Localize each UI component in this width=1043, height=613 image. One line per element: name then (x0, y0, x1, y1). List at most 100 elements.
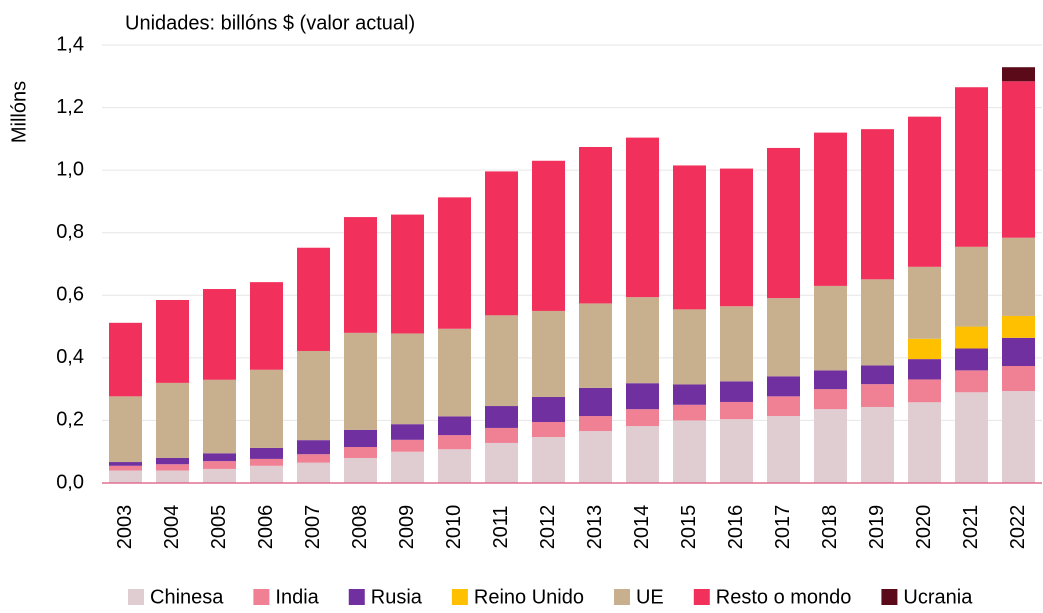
y-tick-label: 0,0 (56, 471, 84, 493)
bar-segment (250, 465, 283, 483)
legend-label: Rusia (371, 586, 423, 608)
bar-segment (203, 379, 236, 454)
bar-segment (579, 387, 612, 417)
bar-segment (767, 147, 800, 299)
bar-segment (720, 401, 753, 420)
bar-segment (438, 328, 471, 417)
bar-segment (908, 116, 941, 267)
bar-segment (438, 197, 471, 329)
bar-segment (438, 449, 471, 483)
bar-segment (579, 303, 612, 388)
bar-segment (955, 370, 988, 393)
legend-label: Resto o mondo (716, 586, 852, 608)
bar-segment (908, 379, 941, 403)
bar-segment (297, 350, 330, 441)
bar-segment (297, 247, 330, 351)
bar-segment (579, 146, 612, 304)
bar-segment (767, 416, 800, 483)
bar-segment (814, 389, 847, 410)
bar-segment (861, 406, 894, 483)
bar-segment (673, 404, 706, 421)
bar-segment (109, 470, 142, 483)
bar-segment (908, 338, 941, 360)
chart-title: Unidades: billóns $ (valor actual) (125, 12, 415, 34)
bar-segment (955, 87, 988, 247)
bar-segment (955, 392, 988, 483)
legend-swatch (693, 589, 710, 605)
bar-segment (861, 384, 894, 407)
bar-segment (626, 426, 659, 483)
bar-segment (344, 332, 377, 430)
y-tick-label: 0,6 (56, 284, 84, 306)
bar-segment (438, 416, 471, 436)
bar-segment (720, 419, 753, 483)
x-tick-label: 2007 (302, 505, 324, 550)
bar-segment (109, 465, 142, 471)
bar-segment (1002, 81, 1035, 238)
bar-segment (626, 409, 659, 427)
x-tick-label: 2006 (255, 505, 277, 550)
bar-segment (955, 326, 988, 349)
bar-segment (673, 420, 706, 483)
legend-swatch (881, 589, 898, 605)
bar-segment (532, 160, 565, 311)
legend-swatch (451, 589, 468, 605)
bar-segment (532, 396, 565, 422)
bar-segment (344, 217, 377, 333)
bar-segment (156, 464, 189, 471)
bar-segment (955, 246, 988, 327)
x-tick-label: 2013 (584, 505, 606, 550)
bar-segment (203, 453, 236, 462)
bar-segment (391, 333, 424, 425)
bar-segment (720, 381, 753, 402)
bar-segment (1002, 237, 1035, 316)
y-tick-label: 1,4 (56, 33, 84, 55)
bar-segment (861, 279, 894, 366)
bar-segment (250, 458, 283, 466)
bar-segment (673, 384, 706, 405)
bar-segment (626, 383, 659, 410)
y-tick-label: 0,8 (56, 221, 84, 243)
x-tick-label: 2018 (819, 505, 841, 550)
bar-segment (391, 214, 424, 334)
legend-swatch (128, 589, 144, 605)
bar-segment (626, 297, 659, 384)
x-tick-label: 2020 (913, 505, 935, 550)
bar-segment (297, 440, 330, 455)
bar-segment (955, 348, 988, 371)
x-tick-label: 2019 (866, 505, 888, 550)
bar-segment (861, 129, 894, 280)
bar-segment (673, 309, 706, 385)
x-tick-label: 2008 (349, 505, 371, 550)
bar-segment (109, 322, 142, 397)
bar-segment (1002, 315, 1035, 338)
bar-segment (485, 442, 518, 483)
bar-segment (203, 461, 236, 469)
y-tick-label: 1,0 (56, 158, 84, 180)
legend-swatch (253, 589, 270, 605)
bar-segment (673, 165, 706, 310)
legend-label: Chinesa (150, 586, 224, 608)
x-tick-label: 2003 (114, 505, 136, 550)
bar-segment (297, 462, 330, 483)
bar-segment (1002, 365, 1035, 392)
bar-segment (579, 416, 612, 432)
bar-segment (438, 435, 471, 450)
x-tick-label: 2022 (1007, 505, 1029, 550)
bar-segment (250, 447, 283, 459)
bar-segment (908, 266, 941, 339)
bar-segment (814, 132, 847, 286)
bar-segment (1002, 67, 1035, 82)
x-tick-label: 2012 (537, 505, 559, 550)
x-tick-label: 2016 (725, 505, 747, 550)
legend-swatch (613, 589, 630, 605)
x-tick-label: 2015 (678, 505, 700, 550)
y-axis-label: Millóns (8, 81, 30, 143)
x-tick-label: 2021 (960, 505, 982, 550)
x-tick-label: 2005 (208, 505, 230, 550)
legend-label: UE (636, 586, 664, 608)
bar-segment (814, 409, 847, 483)
bar-segment (767, 376, 800, 397)
bar-segment (532, 310, 565, 397)
